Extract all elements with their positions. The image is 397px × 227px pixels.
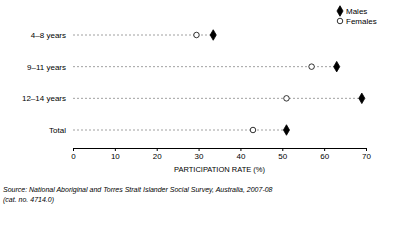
x-tick: 30	[195, 148, 204, 161]
x-tick-mark	[240, 148, 241, 151]
x-tick-label: 40	[236, 152, 245, 161]
x-tick: 10	[111, 148, 120, 161]
legend-symbol	[337, 18, 343, 24]
x-axis-line	[74, 148, 367, 149]
legend-label: Females	[346, 17, 377, 26]
data-point	[283, 125, 289, 136]
x-axis: 0 10 20 30 40 50 60 70	[71, 148, 371, 161]
data-point	[284, 96, 290, 102]
x-tick-label: 20	[153, 152, 162, 161]
x-tick-label: 50	[278, 152, 287, 161]
x-tick-label: 30	[195, 152, 204, 161]
source-note: (cat. no. 4714.0)	[3, 196, 54, 204]
x-tick: 60	[320, 148, 329, 161]
x-tick: 0	[71, 148, 76, 161]
x-tick: 70	[362, 148, 371, 161]
plot-area	[73, 30, 365, 136]
leader-line	[73, 35, 213, 36]
x-tick-mark	[115, 148, 116, 151]
y-tick: 4–8 years	[31, 31, 66, 40]
data-point	[210, 30, 216, 41]
category-label: 4–8 years	[31, 31, 66, 40]
x-tick-label: 70	[362, 152, 371, 161]
leader-line	[73, 66, 337, 67]
x-tick-label: 0	[71, 152, 76, 161]
category-label: 9–11 years	[27, 63, 66, 72]
data-point	[194, 32, 200, 38]
x-tick-label: 10	[111, 152, 120, 161]
y-tick: 9–11 years	[27, 63, 66, 72]
source-note: Source: National Aboriginal and Torres S…	[3, 186, 273, 194]
data-point	[309, 64, 315, 70]
x-tick-mark	[73, 148, 74, 151]
x-tick-label: 60	[320, 152, 329, 161]
x-tick-mark	[157, 148, 158, 151]
leader-line	[73, 98, 362, 99]
x-axis-title: PARTICIPATION RATE (%)	[174, 165, 265, 174]
category-label: Total	[49, 126, 66, 135]
x-tick: 50	[278, 148, 287, 161]
legend-symbol	[337, 6, 343, 17]
data-point	[359, 93, 365, 104]
legend: MalesFemales	[337, 6, 377, 26]
legend-label: Males	[346, 7, 367, 16]
category-label: 12–14 years	[22, 94, 66, 103]
data-point	[250, 127, 256, 133]
x-tick: 20	[153, 148, 162, 161]
y-tick: 12–14 years	[22, 94, 66, 103]
x-tick-mark	[282, 148, 283, 151]
y-tick: Total	[49, 126, 66, 135]
x-tick-mark	[199, 148, 200, 151]
x-tick-mark	[324, 148, 325, 151]
y-axis: 4–8 years 9–11 years 12–14 years Total	[22, 31, 66, 135]
data-point	[334, 61, 340, 72]
x-tick-mark	[366, 148, 367, 151]
x-tick: 40	[236, 148, 245, 161]
